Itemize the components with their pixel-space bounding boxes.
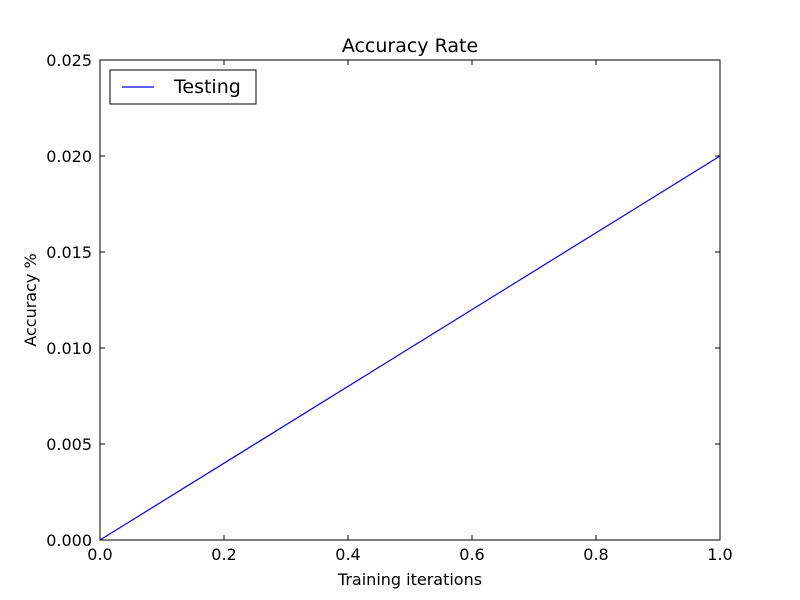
y-tick-label: 0.000 [46, 531, 92, 550]
x-axis-label: Training iterations [337, 570, 482, 589]
y-axis-label: Accuracy % [21, 253, 40, 346]
y-tick-label: 0.015 [46, 243, 92, 262]
chart-title: Accuracy Rate [342, 35, 478, 57]
y-axis-ticks: 0.000 0.005 0.010 0.015 0.020 0.025 [46, 51, 720, 550]
y-tick-label: 0.010 [46, 339, 92, 358]
x-tick-label: 0.8 [583, 545, 608, 564]
plot-frame [99, 59, 721, 541]
y-tick-label: 0.025 [46, 51, 92, 70]
x-tick-label: 0.2 [211, 545, 236, 564]
y-tick-label: 0.020 [46, 147, 92, 166]
x-tick-label: 0.4 [335, 545, 360, 564]
series-group [99, 155, 721, 541]
legend-label-testing: Testing [173, 76, 241, 98]
x-tick-label: 0.0 [87, 545, 112, 564]
y-tick-label: 0.005 [46, 435, 92, 454]
plot-area: 0.0 0.2 0.4 0.6 0.8 1.0 0.0000.0050.0100.0150… [46, 51, 733, 564]
x-tick-label: 0.6 [459, 545, 484, 564]
x-tick-label: 1.0 [707, 545, 732, 564]
x-axis-ticks: 0.0 0.2 0.4 0.6 0.8 1.0 [87, 60, 733, 564]
series-line-testing [99, 155, 721, 541]
legend: Testing [109, 69, 257, 105]
